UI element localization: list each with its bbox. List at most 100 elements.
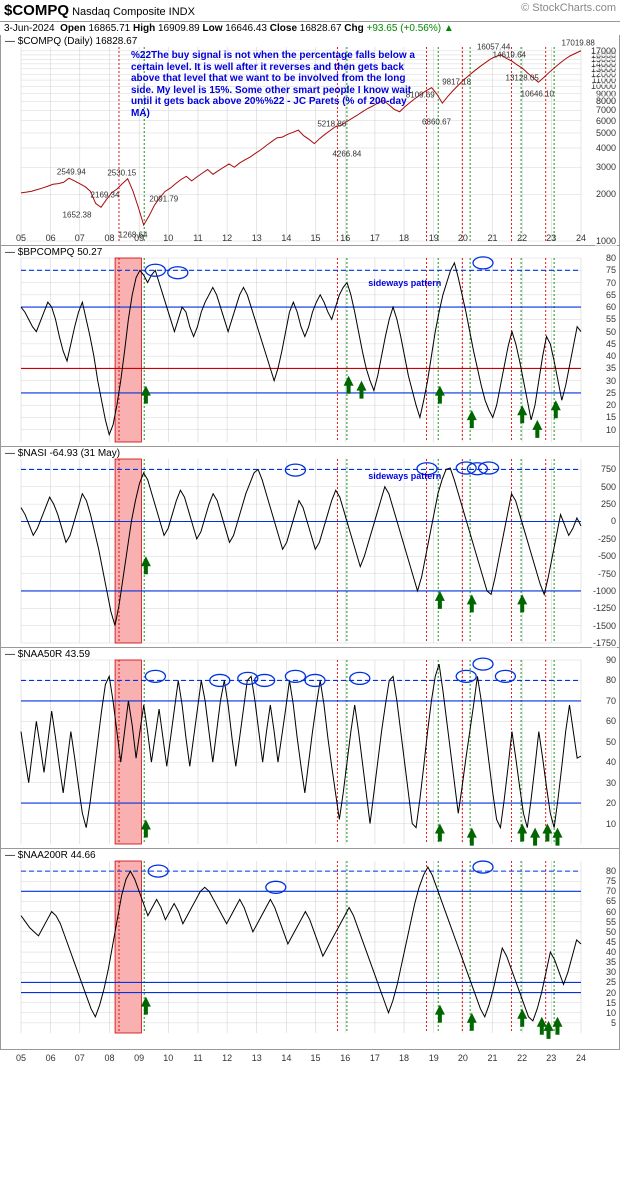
y-tick-label: 250	[600, 499, 617, 509]
y-tick-label: 45	[605, 339, 617, 349]
y-tick-label: 5	[610, 1018, 617, 1028]
x-tick-label: 17	[370, 1053, 380, 1063]
price-label: 10646.10	[521, 90, 554, 99]
x-tick-label: 09	[134, 1053, 144, 1063]
y-tick-label: 70	[605, 886, 617, 896]
panel-title: — $NASI -64.93 (31 May)	[5, 448, 120, 459]
annotation-text: sideways pattern	[368, 471, 441, 481]
y-tick-label: 20	[605, 798, 617, 808]
chart-panel-p0: — $COMPQ (Daily) 16828.67 1000 2000 3000 400…	[0, 35, 620, 246]
x-tick-label: 18	[399, 1053, 409, 1063]
y-tick-label: -500	[597, 551, 617, 561]
ohlc-chg: +93.65	[367, 23, 398, 34]
y-tick-label: 80	[605, 675, 617, 685]
price-label: 4266.84	[332, 149, 361, 158]
price-label: 1268.64	[119, 231, 148, 240]
y-tick-label: 80	[605, 866, 617, 876]
y-tick-label: 55	[605, 314, 617, 324]
price-label: 2091.79	[149, 195, 178, 204]
x-tick-label: 06	[46, 1053, 56, 1063]
y-tick-label: 80	[605, 253, 617, 263]
annotation-text: sideways pattern	[368, 278, 441, 288]
x-tick-label: 19	[429, 1053, 439, 1063]
date-label: 3-Jun-2024	[4, 23, 55, 34]
price-label: 9817.18	[442, 77, 471, 86]
y-tick-label: 50	[605, 327, 617, 337]
y-tick-label: 20	[605, 988, 617, 998]
y-tick-label: 15	[605, 412, 617, 422]
chart-panel-p4: — $NAA200R 44.66510152025303540455055606…	[0, 849, 620, 1050]
quote-text: %22The buy signal is not when the percen…	[131, 50, 421, 119]
price-label: 2530.15	[107, 168, 136, 177]
x-tick-label: 22	[517, 1053, 527, 1063]
price-label: 5218.86	[317, 120, 346, 129]
y-tick-label: 3000	[595, 162, 617, 172]
y-tick-label: 4000	[595, 143, 617, 153]
panel-title: — $NAA50R 43.59	[5, 649, 90, 660]
y-tick-label: -1000	[592, 586, 617, 596]
chart-panel-p3: — $NAA50R 43.59 10 20 30 40 50 60 70 80 90	[0, 648, 620, 849]
y-tick-label: 90	[605, 655, 617, 665]
price-label: 6860.67	[422, 117, 451, 126]
y-tick-label: 17000	[590, 46, 617, 56]
y-tick-label: 7000	[595, 105, 617, 115]
y-tick-label: -1250	[592, 603, 617, 613]
chart-panel-p1: — $BPCOMPQ 50.27 10 15 20 25 30 35 40 45 50 55 60 65…	[0, 246, 620, 447]
y-tick-label: -1750	[592, 638, 617, 648]
y-tick-label: 8000	[595, 96, 617, 106]
symbol-desc: Nasdaq Composite INDX	[72, 6, 195, 18]
x-tick-label: 15	[311, 1053, 321, 1063]
y-tick-label: 10	[605, 819, 617, 829]
price-label: 13128.05	[506, 74, 539, 83]
y-tick-label: 40	[605, 351, 617, 361]
y-tick-label: 35	[605, 957, 617, 967]
y-tick-label: 55	[605, 917, 617, 927]
ohlc-low: 16646.43	[225, 23, 267, 34]
y-tick-label: -750	[597, 569, 617, 579]
ohlc-close: 16828.67	[300, 23, 342, 34]
panel-title: — $NAA200R 44.66	[5, 850, 96, 861]
chart-panel-p2: — $NASI -64.93 (31 May)-1750-1500-1250-1…	[0, 447, 620, 648]
y-tick-label: 70	[605, 278, 617, 288]
y-tick-label: 50	[605, 927, 617, 937]
y-tick-label: 60	[605, 716, 617, 726]
x-tick-label: 05	[16, 1053, 26, 1063]
y-tick-label: 15	[605, 998, 617, 1008]
y-tick-label: 25	[605, 388, 617, 398]
y-tick-label: 60	[605, 907, 617, 917]
x-tick-label: 23	[546, 1053, 556, 1063]
y-tick-label: 25	[605, 977, 617, 987]
y-tick-label: 30	[605, 376, 617, 386]
x-tick-label: 07	[75, 1053, 85, 1063]
y-tick-label: 20	[605, 400, 617, 410]
y-tick-label: 0	[610, 516, 617, 526]
x-tick-label: 20	[458, 1053, 468, 1063]
panel-title: — $BPCOMPQ 50.27	[5, 247, 102, 258]
x-tick-label: 12	[222, 1053, 232, 1063]
y-tick-label: 60	[605, 302, 617, 312]
x-tick-label: 11	[193, 1053, 202, 1063]
x-tick-label: 10	[163, 1053, 173, 1063]
y-tick-label: 1000	[595, 236, 617, 246]
y-tick-label: 2000	[595, 189, 617, 199]
y-tick-label: 35	[605, 363, 617, 373]
x-tick-label: 21	[488, 1053, 498, 1063]
y-tick-label: 10	[605, 425, 617, 435]
y-tick-label: 30	[605, 778, 617, 788]
x-tick-label: 16	[340, 1053, 350, 1063]
x-tick-label: 24	[576, 1053, 586, 1063]
y-tick-label: 65	[605, 290, 617, 300]
y-tick-label: 75	[605, 265, 617, 275]
y-tick-label: 40	[605, 757, 617, 767]
y-tick-label: 10	[605, 1008, 617, 1018]
price-label: 2169.34	[91, 191, 120, 200]
ohlc-high: 16909.89	[158, 23, 200, 34]
panel-title: — $COMPQ (Daily) 16828.67	[5, 36, 137, 47]
x-tick-label: 08	[104, 1053, 114, 1063]
y-tick-label: 45	[605, 937, 617, 947]
y-tick-label: 5000	[595, 128, 617, 138]
y-tick-label: 70	[605, 696, 617, 706]
price-label: 1652.38	[63, 211, 92, 220]
y-tick-label: 50	[605, 737, 617, 747]
y-tick-label: 6000	[595, 116, 617, 126]
